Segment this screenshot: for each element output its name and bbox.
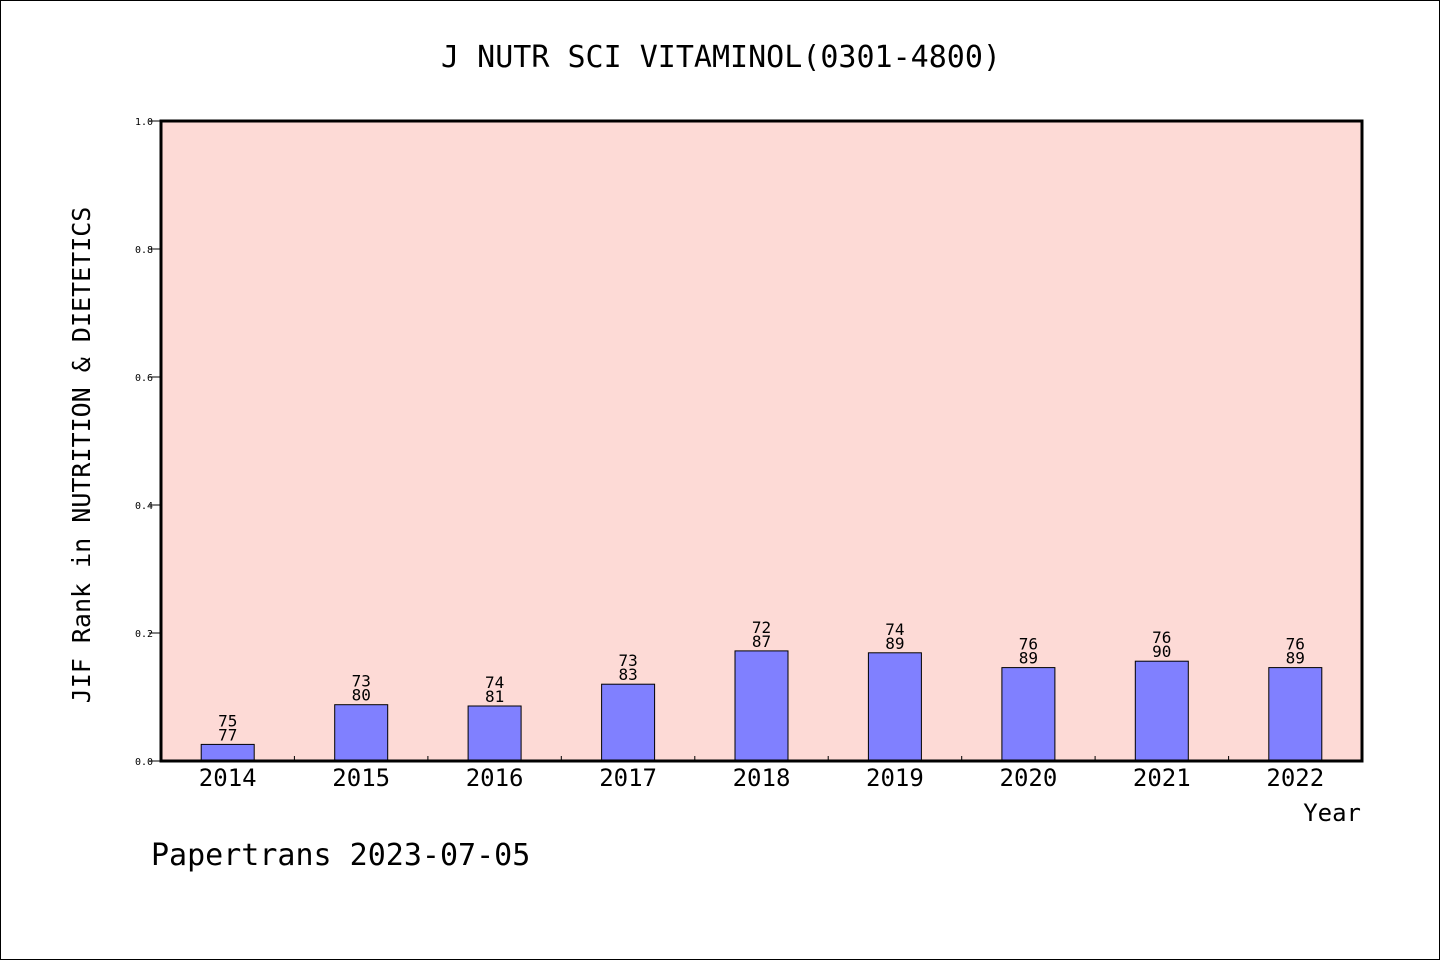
data-label-2015-total: 80 — [352, 686, 371, 705]
x-ticks-layer: 2014 2015 2016 2017 2018 2019 2020 2021 2022 — [199, 756, 1324, 792]
data-label-2018-rank: 72 — [752, 618, 771, 637]
data-label-2019-total: 89 — [885, 634, 904, 653]
bars-layer — [200, 650, 1323, 762]
y-tick-label-0.6: 0.6 — [135, 373, 153, 384]
plot-border — [159, 119, 1364, 763]
y-ticks-layer: 0.0 0.2 0.4 0.6 0.8 1.0 — [135, 117, 161, 768]
data-label-2014-total: 77 — [218, 725, 237, 744]
y-tick-label-0.2: 0.2 — [135, 629, 153, 640]
x-tick-label-2019: 2019 — [866, 764, 924, 792]
bar-2019 — [867, 652, 922, 762]
x-tick-label-2015: 2015 — [332, 764, 390, 792]
data-label-2016-rank: 74 — [485, 673, 504, 692]
data-label-2016-total: 81 — [485, 687, 504, 706]
bar-2022 — [1268, 667, 1323, 762]
bar-2014 — [200, 743, 255, 762]
bar-2020 — [1001, 667, 1056, 762]
y-tick-label-1.0: 1.0 — [135, 117, 153, 128]
x-tick-label-2017: 2017 — [599, 764, 657, 792]
bar-2021 — [1134, 660, 1189, 762]
bar-2018 — [734, 650, 789, 762]
x-axis-label: Year — [1303, 799, 1361, 827]
y-axis-label: JIF Rank in NUTRITION & DIETETICS — [67, 207, 96, 704]
data-label-2017-total: 83 — [618, 665, 637, 684]
data-label-2014-rank: 75 — [218, 711, 237, 730]
data-label-2017-rank: 73 — [618, 651, 637, 670]
bar-2017 — [601, 683, 656, 762]
data-label-2022-total: 89 — [1286, 649, 1305, 668]
y-tick-label-0.8: 0.8 — [135, 245, 153, 256]
chart-title: J NUTR SCI VITAMINOL(0301-4800) — [441, 40, 1001, 75]
bar-2016 — [467, 705, 522, 762]
data-label-2021-rank: 76 — [1152, 628, 1171, 647]
data-label-2015-rank: 73 — [352, 672, 371, 691]
y-tick-label-0.0: 0.0 — [135, 757, 153, 768]
data-label-2020-rank: 76 — [1019, 635, 1038, 654]
bar-2015 — [334, 704, 389, 762]
y-tick-label-0.4: 0.4 — [135, 501, 153, 512]
x-tick-label-2021: 2021 — [1133, 764, 1191, 792]
data-label-2018-total: 87 — [752, 632, 771, 651]
x-tick-label-2014: 2014 — [199, 764, 257, 792]
data-label-2020-total: 89 — [1019, 649, 1038, 668]
x-tick-label-2018: 2018 — [733, 764, 791, 792]
data-label-2021-total: 90 — [1152, 642, 1171, 661]
x-tick-label-2022: 2022 — [1266, 764, 1324, 792]
footer-credit: Papertrans 2023-07-05 — [151, 838, 530, 873]
data-label-2022-rank: 76 — [1286, 635, 1305, 654]
x-tick-label-2016: 2016 — [466, 764, 524, 792]
x-tick-label-2020: 2020 — [1000, 764, 1058, 792]
data-label-2019-rank: 74 — [885, 620, 904, 639]
